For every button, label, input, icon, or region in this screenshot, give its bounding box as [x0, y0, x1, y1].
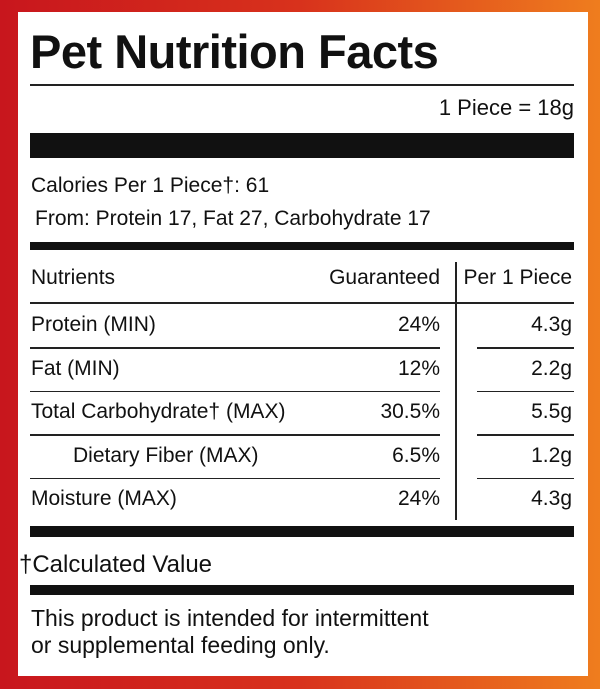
row-rule [477, 477, 574, 479]
thick-bar [30, 585, 574, 595]
row-rule [30, 347, 440, 349]
guaranteed-value: 12% [397, 356, 440, 380]
guaranteed-value: 24% [397, 313, 440, 336]
nutrient-name: Dietary Fiber (MAX) [73, 443, 259, 467]
guaranteed-value: 6.5% [392, 443, 440, 467]
thick-bar [30, 133, 574, 158]
calories-from: From: Protein 17, Fat 27, Carbohydrate 1… [35, 207, 431, 230]
serving-size: 1 Piece = 18g [438, 95, 574, 120]
rule [30, 302, 574, 304]
thick-bar [30, 242, 574, 250]
guaranteed-value: 24% [397, 487, 440, 510]
row-rule [30, 477, 440, 479]
notice-line: This product is intended for intermitten… [31, 605, 429, 631]
notice-line: or supplemental feeding only. [31, 632, 330, 658]
guaranteed-value: 30.5% [380, 400, 440, 423]
row-rule [30, 434, 440, 436]
header-per-piece: Per 1 Piece [463, 266, 572, 289]
title: Pet Nutrition Facts [30, 25, 439, 78]
nutrient-name: Fat (MIN) [31, 356, 120, 380]
per-piece-value: 5.5g [531, 400, 572, 423]
nutrition-panel: Pet Nutrition Facts 1 Piece = 18g Calori… [18, 12, 588, 676]
nutrient-name: Moisture (MAX) [31, 487, 177, 510]
per-piece-value: 1.2g [531, 443, 572, 467]
per-piece-value: 2.2g [531, 356, 572, 380]
header-nutrients: Nutrients [31, 266, 116, 289]
footnote: †Calculated Value [19, 551, 213, 578]
row-rule [30, 390, 440, 392]
rule [30, 84, 574, 86]
thick-bar [30, 526, 574, 537]
nutrient-name: Protein (MIN) [31, 313, 156, 336]
nutrient-name: Total Carbohydrate† (MAX) [31, 400, 286, 423]
row-rule [477, 347, 574, 349]
column-divider [455, 262, 457, 520]
per-piece-value: 4.3g [531, 313, 572, 336]
row-rule [477, 434, 574, 436]
header-guaranteed: Guaranteed [329, 266, 440, 289]
per-piece-value: 4.3g [531, 487, 572, 510]
row-rule [477, 390, 574, 392]
calories: Calories Per 1 Piece†: 61 [31, 174, 270, 197]
